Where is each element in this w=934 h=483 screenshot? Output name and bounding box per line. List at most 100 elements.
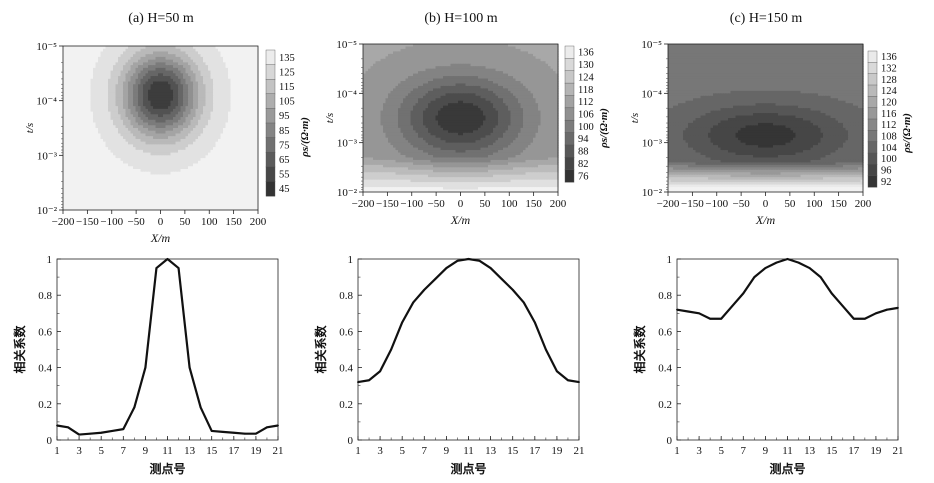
heatmap-cell <box>85 122 89 126</box>
heatmap-cell <box>485 46 489 50</box>
heatmap-cell <box>125 78 129 83</box>
heatmap-cell <box>253 76 257 80</box>
heatmap-cell <box>135 95 139 99</box>
heatmap-cell <box>85 100 89 104</box>
heatmap-cell <box>218 92 222 96</box>
heatmap-cell <box>175 155 179 159</box>
heatmap-cell <box>175 128 179 132</box>
heatmap-cell <box>168 48 172 53</box>
heatmap-cell <box>233 163 237 167</box>
heatmap-cell <box>230 62 234 66</box>
heatmap-cell <box>115 155 119 159</box>
heatmap-cell <box>203 78 207 83</box>
heatmap-cell <box>190 95 194 99</box>
heatmap-cell <box>130 117 134 121</box>
heatmap-cell <box>148 125 152 129</box>
heatmap-cell <box>173 92 177 96</box>
heatmap-cell <box>123 179 127 184</box>
heatmap-cell <box>105 169 109 173</box>
heatmap-cell <box>138 125 142 129</box>
heatmap-cell <box>220 155 224 159</box>
heatmap-cell <box>235 171 239 176</box>
heatmap-cell <box>78 78 82 83</box>
heatmap-cell <box>113 136 117 140</box>
heatmap-cell <box>138 163 142 167</box>
heatmap-cell <box>253 54 257 58</box>
heatmap-cell <box>108 100 112 104</box>
heatmap-cell <box>175 171 179 176</box>
heatmap-cell <box>133 51 137 55</box>
heatmap-cell <box>208 73 212 77</box>
heatmap-cell <box>235 106 239 110</box>
heatmap-cell <box>88 179 92 184</box>
heatmap-cell <box>90 51 94 55</box>
heatmap-cell <box>513 44 517 48</box>
heatmap-cell <box>213 95 217 99</box>
heatmap-cell <box>145 204 149 208</box>
heatmap-cell <box>173 46 177 50</box>
heatmap-cell <box>115 188 119 192</box>
heatmap-cell <box>68 87 72 91</box>
heatmap-cell <box>208 62 212 66</box>
heatmap-cell <box>545 46 549 50</box>
heatmap-cell <box>75 67 79 72</box>
heatmap-cell <box>228 130 232 135</box>
heatmap-cell <box>103 125 107 129</box>
heatmap-cell <box>63 125 67 129</box>
heatmap-cell <box>148 141 152 145</box>
heatmap-cell <box>128 160 132 165</box>
heatmap-cell <box>90 89 94 94</box>
heatmap-cell <box>148 177 152 181</box>
heatmap-cell <box>90 114 94 118</box>
heatmap-cell <box>203 138 207 143</box>
heatmap-cell <box>65 70 69 74</box>
heatmap-cell <box>235 84 239 88</box>
heatmap-cell <box>123 108 127 113</box>
heatmap-cell <box>245 160 249 165</box>
heatmap-cell <box>143 133 147 137</box>
heatmap-cell <box>85 130 89 135</box>
heatmap-cell <box>220 97 224 102</box>
heatmap-cell <box>240 92 244 96</box>
heatmap-cell <box>190 117 194 121</box>
heatmap-cell <box>180 54 184 58</box>
heatmap-cell <box>110 160 114 165</box>
heatmap-cell <box>108 87 112 91</box>
heatmap-cell <box>83 89 87 94</box>
heatmap-cell <box>180 177 184 181</box>
heatmap-cell <box>208 119 212 124</box>
heatmap-cell <box>230 158 234 162</box>
heatmap-cell <box>193 122 197 126</box>
heatmap-cell <box>223 103 227 107</box>
heatmap-cell <box>165 152 169 156</box>
heatmap-cell <box>118 141 122 145</box>
heatmap-cell <box>195 190 199 195</box>
heatmap-cell <box>70 81 74 85</box>
heatmap-cell <box>163 125 167 129</box>
heatmap-cell <box>523 44 527 48</box>
heatmap-cell <box>148 95 152 99</box>
heatmap-cell <box>93 193 97 197</box>
heatmap-cell <box>195 163 199 167</box>
heatmap-cell <box>238 87 242 91</box>
heatmap-cell <box>138 141 142 145</box>
heatmap-cell <box>183 144 187 148</box>
heatmap-cell <box>213 155 217 159</box>
heatmap-cell <box>225 84 229 88</box>
heatmap-cell <box>125 125 129 129</box>
heatmap-cell <box>155 163 159 167</box>
heatmap-cell <box>243 185 247 189</box>
heatmap-cell <box>203 147 207 151</box>
heatmap-cell <box>123 92 127 96</box>
heatmap-cell <box>103 128 107 132</box>
heatmap-cell <box>138 122 142 126</box>
heatmap-cell <box>125 174 129 178</box>
heatmap-cell <box>475 46 479 50</box>
heatmap-cell <box>140 201 144 206</box>
heatmap-cell <box>368 51 372 55</box>
heatmap-cell <box>70 133 74 137</box>
heatmap-cell <box>110 166 114 170</box>
heatmap-cell <box>375 46 379 50</box>
heatmap-cell <box>235 133 239 137</box>
heatmap-cell <box>68 182 72 186</box>
